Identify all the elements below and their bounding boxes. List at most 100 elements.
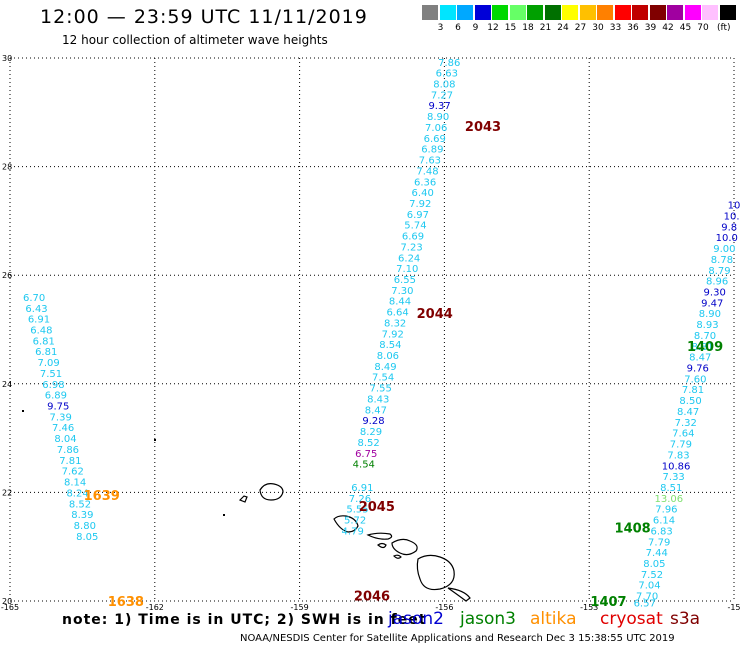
wave-height-value: 7.30 (391, 286, 413, 297)
lat-tick-label: 20 (2, 597, 12, 606)
wave-height-value: 5.74 (404, 221, 426, 232)
wave-height-value: 7.81 (682, 385, 704, 396)
wave-height-value: 8.52 (357, 438, 379, 449)
legend-tick-label: 6 (455, 23, 461, 33)
legend-swatch (702, 5, 718, 20)
legend-tick-label: 27 (574, 23, 587, 33)
wave-height-value: 8.81 (691, 342, 713, 353)
track-time-label: 2043 (465, 120, 501, 135)
lon-tick-label: -159 (291, 603, 309, 612)
track-1408: 7.607.818.508.477.327.647.797.8310.867.3… (648, 374, 706, 548)
legend-swatch (457, 5, 473, 20)
legend-tick-label: 33 (609, 23, 622, 33)
wave-height-value: 7.79 (648, 537, 670, 548)
wave-height-value: 5.72 (344, 516, 366, 527)
wave-height-value: 8.44 (389, 297, 411, 308)
wave-height-value: 6.24 (398, 253, 420, 264)
lon-tick-label: -153 (580, 603, 598, 612)
track-2046: 6.917.265.555.724.79 (342, 483, 374, 537)
wave-height-value: 8.47 (677, 407, 699, 418)
wave-height-value: 7.86 (438, 58, 460, 69)
wave-height-value: 8.06 (377, 351, 399, 362)
track-time-label: 2045 (359, 500, 395, 515)
track-2043: 7.866.638.087.279.378.907.066.696.897.63… (400, 58, 460, 254)
legend-tick-label: 18 (522, 23, 534, 33)
legend-tick-label: 3 (437, 23, 444, 33)
wave-height-value: 6.55 (394, 275, 416, 286)
legend-swatch (474, 5, 491, 20)
legend-tick-label: 36 (627, 23, 639, 33)
wave-height-value: 9.28 (362, 416, 384, 427)
wave-height-value: 7.32 (675, 418, 697, 429)
wave-height-value: 8.50 (679, 396, 701, 407)
wave-height-value: 7.96 (655, 505, 677, 516)
wave-height-value: 6.69 (424, 134, 446, 145)
wave-height-value: 7.60 (684, 374, 706, 385)
wave-height-value: 7.48 (416, 166, 438, 177)
wave-height-value: 8.96 (706, 277, 728, 288)
wave-height-value: 6.89 (421, 145, 443, 156)
wave-height-value: 7.39 (50, 412, 72, 423)
legend-tick-label: 30 (592, 23, 604, 33)
wave-height-value: 5.55 (346, 505, 368, 516)
lat-tick-label: 24 (2, 380, 12, 389)
legend-tick-label: 9 (472, 23, 479, 33)
wave-height-value: 4.54 (353, 460, 375, 471)
lon-tick-label: -165 (1, 603, 19, 612)
color-legend: 3 6 9 12 15 18 21 24 27 30 33 36 39 42 45 70 (ft) (422, 5, 738, 35)
lon-tick-label: -156 (435, 603, 453, 612)
wave-height-value: 7.51 (40, 369, 62, 380)
legend-swatch (439, 5, 456, 20)
wave-height-value: 8.90 (699, 309, 721, 320)
lat-tick-label: 28 (2, 163, 12, 172)
lat-tick-label: 22 (2, 488, 12, 497)
wave-height-value: 8.05 (643, 559, 665, 570)
wave-height-value: 6.97 (407, 210, 429, 221)
island-oahu (333, 515, 359, 533)
wave-height-value: 8.93 (696, 320, 718, 331)
footer-note: note: 1) Time is in UTC; 2) SWH is in fe… (62, 612, 427, 628)
wave-height-value: 7.46 (52, 423, 74, 434)
island-molokai (366, 532, 393, 540)
wave-height-value: 7.92 (409, 199, 431, 210)
lon-tick-label: -162 (146, 603, 164, 612)
wave-height-value: 8.05 (76, 532, 98, 543)
track-time-label: 1408 (615, 522, 651, 537)
island-lanai (377, 542, 387, 549)
wave-height-value: 6.91 (351, 483, 373, 494)
islet-c (223, 514, 225, 516)
wave-height-value: 7.86 (57, 445, 79, 456)
wave-height-value: 6.64 (386, 308, 408, 319)
legend-swatch (422, 5, 438, 20)
track-1407: 7.448.057.527.047.706.57 (634, 548, 668, 609)
wave-height-value: 10 (728, 201, 740, 212)
legend-swatch (509, 5, 526, 20)
island-maui (391, 538, 418, 556)
legend-tick-label: 24 (557, 23, 569, 33)
legend-swatch (597, 5, 613, 20)
wave-height-value: 7.79 (670, 440, 692, 451)
wave-height-value: 8.04 (54, 434, 76, 445)
wave-height-value: 6.36 (414, 177, 436, 188)
wave-height-value: 9.00 (713, 244, 735, 255)
track-1638: 7.817.628.148.248.528.398.808.05 (59, 456, 98, 543)
wave-height-value: 8.39 (71, 510, 93, 521)
wave-height-value: 8.43 (367, 394, 389, 405)
wave-height-value: 8.78 (711, 255, 733, 266)
altimeter-tracks: 7.866.638.087.279.378.907.066.696.897.63… (23, 58, 740, 610)
wave-height-value: 7.33 (663, 472, 685, 483)
islet-a (22, 410, 24, 412)
wave-height-value: 7.55 (370, 384, 392, 395)
wave-height-value: 8.52 (69, 499, 91, 510)
wave-height-value: 7.63 (419, 156, 441, 167)
wave-height-value: 9.8 (721, 222, 737, 233)
lat-tick-label: 26 (2, 271, 12, 280)
wave-height-value: 8.80 (74, 521, 96, 532)
wave-height-value: 7.64 (672, 429, 694, 440)
track-1639: 6.706.436.916.486.816.817.097.516.986.89… (23, 293, 79, 456)
wave-height-value: 6.40 (412, 188, 434, 199)
wave-height-value: 7.81 (59, 456, 81, 467)
wave-height-value: 7.83 (667, 450, 689, 461)
wave-height-value: 8.08 (433, 80, 455, 91)
legend-unit: (ft) (717, 23, 731, 33)
